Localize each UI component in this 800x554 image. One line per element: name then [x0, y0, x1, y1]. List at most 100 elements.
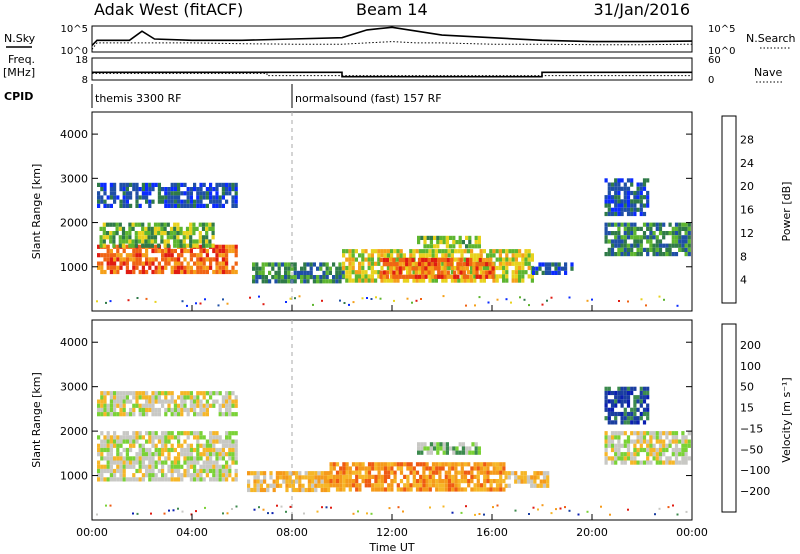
- velocity-cell: [212, 477, 216, 482]
- velocity-cell: [431, 466, 436, 471]
- velocity-cell: [377, 474, 381, 479]
- power-cell: [167, 257, 171, 262]
- power-cell: [408, 270, 412, 275]
- power-cell: [414, 274, 418, 279]
- power-cell: [422, 278, 426, 283]
- power-cell: [662, 252, 666, 257]
- power-cell: [521, 261, 525, 266]
- power-cell: [195, 302, 197, 305]
- velocity-cell: [463, 462, 468, 467]
- power-cell: [379, 270, 383, 275]
- velocity-cell: [623, 456, 627, 461]
- velocity-cell: [119, 435, 123, 440]
- power-cell: [173, 195, 177, 200]
- power-cell: [554, 270, 558, 275]
- power-cell: [633, 239, 637, 244]
- velocity-cell: [374, 483, 378, 488]
- velocity-cell: [533, 479, 537, 484]
- power-cell: [221, 244, 225, 249]
- power-cell: [261, 266, 265, 271]
- power-cell: [379, 257, 383, 263]
- power-cell: [198, 222, 202, 227]
- power-cell: [212, 199, 216, 204]
- power-cell: [202, 257, 206, 262]
- power-cell: [671, 239, 675, 244]
- power-cell: [382, 257, 386, 263]
- power-cell: [148, 187, 152, 192]
- velocity-cell: [231, 477, 235, 482]
- velocity-cell: [358, 483, 362, 488]
- power-cell: [424, 274, 428, 279]
- velocity-cell: [348, 470, 352, 475]
- velocity-cell: [684, 452, 688, 457]
- velocity-cell: [148, 477, 152, 482]
- velocity-cell: [532, 506, 535, 509]
- power-cell: [255, 275, 259, 280]
- power-cell: [186, 191, 190, 196]
- power-cell: [474, 240, 478, 245]
- velocity-cell: [106, 407, 110, 413]
- velocity-cell: [106, 468, 110, 474]
- power-cell: [234, 195, 238, 200]
- velocity-cell: [479, 470, 484, 475]
- velocity-cell: [125, 464, 129, 469]
- velocity-cell: [429, 446, 433, 451]
- power-cell: [668, 231, 672, 236]
- power-cell: [134, 222, 138, 227]
- power-cell: [478, 262, 482, 267]
- power-cell: [491, 270, 495, 275]
- velocity-cell: [478, 513, 481, 515]
- velocity-cell: [441, 483, 445, 488]
- power-cell: [428, 278, 432, 283]
- velocity-cell: [546, 475, 550, 480]
- velocity-cell: [687, 431, 691, 436]
- power-cell: [293, 279, 297, 284]
- velocity-cell: [399, 470, 404, 475]
- power-cell: [234, 244, 238, 249]
- velocity-cell: [429, 442, 433, 447]
- velocity-cell: [151, 477, 155, 482]
- power-cell: [514, 261, 518, 266]
- power-cell: [177, 182, 181, 187]
- velocity-cell: [323, 471, 327, 476]
- power-cell: [623, 231, 627, 236]
- velocity-cell: [125, 399, 129, 404]
- velocity-cell: [370, 512, 373, 515]
- velocity-cell: [425, 466, 429, 471]
- velocity-cell: [457, 487, 461, 492]
- power-cell: [459, 257, 463, 263]
- velocity-cell: [610, 399, 615, 404]
- velocity-cell: [129, 477, 133, 482]
- power-cell: [411, 266, 415, 271]
- velocity-cell: [668, 439, 672, 444]
- velocity-cell: [226, 512, 229, 515]
- power-cell: [478, 296, 481, 299]
- power-cell: [479, 253, 483, 258]
- velocity-cell: [387, 470, 391, 475]
- power-cell: [441, 253, 445, 258]
- power-cell: [626, 231, 631, 236]
- power-cell: [202, 261, 206, 266]
- velocity-cell: [502, 470, 506, 475]
- power-cell: [147, 222, 151, 227]
- power-cell: [620, 239, 624, 244]
- velocity-cell: [674, 443, 679, 448]
- velocity-cell: [164, 431, 168, 436]
- power-cell: [319, 266, 323, 271]
- velocity-cell: [161, 391, 165, 396]
- power-cell: [460, 278, 464, 283]
- velocity-cell: [234, 412, 238, 417]
- velocity-cell: [282, 475, 286, 480]
- power-cell: [115, 222, 119, 227]
- power-cell: [618, 300, 620, 302]
- power-cell: [514, 249, 518, 254]
- power-cell: [421, 257, 425, 263]
- velocity-cell: [419, 479, 423, 484]
- velocity-cell: [285, 510, 287, 513]
- power-cell: [377, 249, 381, 254]
- velocity-cell: [138, 403, 142, 408]
- velocity-cell: [687, 439, 691, 444]
- velocity-cell: [504, 475, 508, 480]
- velocity-cell: [533, 475, 537, 480]
- power-cell: [135, 257, 139, 262]
